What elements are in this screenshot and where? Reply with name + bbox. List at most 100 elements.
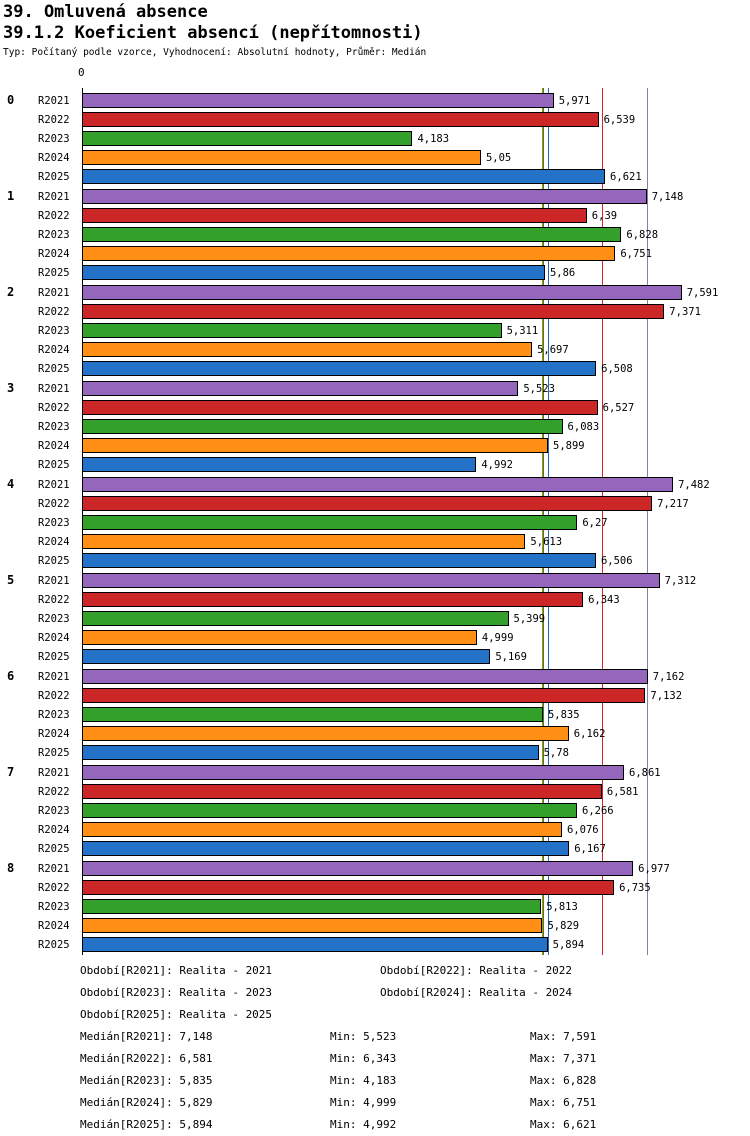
chart-row: R2024 5,05 <box>0 149 750 168</box>
chart-row: R2022 6,39 <box>0 206 750 225</box>
group-label: 5 <box>7 573 15 587</box>
chart-row: 5 R2021 7,312 <box>0 571 750 590</box>
report-title: 39. Omluvená absence <box>3 2 208 22</box>
bar-value-label: 4,183 <box>417 132 450 145</box>
chart-row: R2022 7,217 <box>0 494 750 513</box>
bar-value-label: 5,829 <box>547 920 580 933</box>
series-label: R2021 <box>38 670 70 683</box>
chart-row: R2024 5,613 <box>0 533 750 552</box>
bar-value-label: 6,39 <box>591 209 618 222</box>
legend-stat-median: Medián[R2021]: 7,148 <box>80 1030 213 1043</box>
legend-period-label: Období[R2022]: Realita - 2022 <box>380 964 573 977</box>
bar-r2022-group-1 <box>82 207 587 223</box>
series-label: R2023 <box>38 228 70 241</box>
series-label: R2023 <box>38 324 70 337</box>
series-label: R2023 <box>38 132 70 145</box>
group-label: 7 <box>7 765 15 779</box>
legend-period-label: Období[R2025]: Realita - 2025 <box>80 1008 273 1021</box>
chart-row: R2022 6,539 <box>0 110 750 129</box>
series-label: R2022 <box>38 401 70 414</box>
series-label: R2023 <box>38 708 70 721</box>
chart-row: 2 R2021 7,591 <box>0 283 750 302</box>
series-label: R2025 <box>38 267 70 280</box>
series-label: R2024 <box>38 728 70 741</box>
bar-value-label: 5,169 <box>495 651 527 664</box>
chart-row: 8 R2021 6,977 <box>0 859 750 878</box>
bar-r2025-group-2 <box>82 361 597 377</box>
bar-value-label: 6,527 <box>602 401 635 414</box>
series-label: R2022 <box>38 881 70 894</box>
bar-value-label: 5,523 <box>523 382 555 395</box>
chart-row: R2025 6,508 <box>0 360 750 379</box>
legend-stat-min: Min: 6,343 <box>330 1052 397 1065</box>
chart-row: R2022 7,132 <box>0 686 750 705</box>
chart-row: R2025 5,169 <box>0 648 750 667</box>
legend-stat-max: Max: 7,371 <box>530 1052 597 1065</box>
bar-value-label: 7,371 <box>669 305 701 318</box>
series-label: R2021 <box>38 190 70 203</box>
bar-r2021-group-5 <box>82 572 660 588</box>
chart-row: R2024 6,162 <box>0 725 750 744</box>
series-label: R2024 <box>38 920 70 933</box>
legend-stat-max: Max: 6,828 <box>530 1074 597 1087</box>
bar-r2023-group-6 <box>82 706 543 722</box>
chart-row: R2024 6,076 <box>0 821 750 840</box>
chart-row: R2025 5,894 <box>0 936 750 955</box>
bar-r2021-group-8 <box>82 860 634 876</box>
bar-r2023-group-8 <box>82 898 542 914</box>
bar-r2024-group-7 <box>82 822 562 838</box>
legend-stat-max: Max: 7,591 <box>530 1030 597 1043</box>
bar-r2024-group-2 <box>82 342 533 358</box>
bar-r2024-group-4 <box>82 534 526 550</box>
bar-r2025-group-1 <box>82 265 545 281</box>
bar-value-label: 6,977 <box>638 862 670 875</box>
chart-row: R2025 6,506 <box>0 552 750 571</box>
bar-r2025-group-7 <box>82 841 570 857</box>
series-label: R2024 <box>38 440 70 453</box>
bar-r2022-group-7 <box>82 783 602 799</box>
chart-row: 7 R2021 6,861 <box>0 763 750 782</box>
bar-r2024-group-0 <box>82 150 481 166</box>
bar-r2023-group-1 <box>82 226 622 242</box>
bar-value-label: 6,27 <box>582 516 608 529</box>
legend-period-label: Období[R2024]: Realita - 2024 <box>380 986 573 999</box>
bar-value-label: 5,86 <box>549 267 576 280</box>
series-label: R2022 <box>38 305 70 318</box>
bar-r2025-group-5 <box>82 649 491 665</box>
bar-r2023-group-2 <box>82 322 502 338</box>
group-label: 1 <box>7 189 15 203</box>
series-label: R2024 <box>38 824 70 837</box>
bar-r2022-group-3 <box>82 399 598 415</box>
bar-value-label: 5,835 <box>547 708 580 721</box>
series-label: R2022 <box>38 209 70 222</box>
series-label: R2025 <box>38 363 70 376</box>
bar-value-label: 7,217 <box>657 497 689 510</box>
series-label: R2022 <box>38 785 70 798</box>
chart-row: R2023 5,813 <box>0 897 750 916</box>
series-label: R2025 <box>38 171 70 184</box>
bar-value-label: 4,999 <box>481 632 514 645</box>
series-label: R2023 <box>38 612 70 625</box>
median-line-r2021 <box>646 88 648 955</box>
chart-row: 1 R2021 7,148 <box>0 187 750 206</box>
bar-value-label: 6,167 <box>574 843 606 856</box>
bar-value-label: 5,613 <box>530 536 563 549</box>
bar-r2024-group-1 <box>82 246 616 262</box>
group-label: 2 <box>7 285 15 299</box>
chart-row: 4 R2021 7,482 <box>0 475 750 494</box>
bar-value-label: 6,076 <box>567 824 599 837</box>
series-label: R2024 <box>38 536 70 549</box>
chart-row: R2024 5,829 <box>0 917 750 936</box>
bar-r2022-group-6 <box>82 687 646 703</box>
chart-row: 0 R2021 5,971 <box>0 91 750 110</box>
series-label: R2021 <box>38 766 70 779</box>
bar-value-label: 6,506 <box>600 555 633 568</box>
chart-title: 39.1.2 Koeficient absencí (nepřítomnosti… <box>3 23 423 43</box>
bar-r2024-group-5 <box>82 630 477 646</box>
bar-value-label: 6,735 <box>619 881 651 894</box>
bar-value-label: 6,539 <box>603 113 636 126</box>
series-label: R2024 <box>38 632 70 645</box>
bar-r2022-group-4 <box>82 495 653 511</box>
bar-r2025-group-4 <box>82 553 596 569</box>
chart-row: R2022 7,371 <box>0 302 750 321</box>
